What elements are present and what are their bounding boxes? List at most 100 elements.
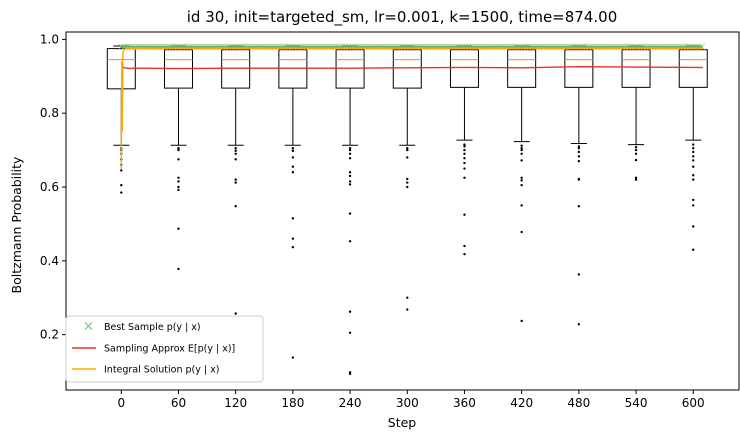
outlier-point xyxy=(177,180,180,183)
outlier-point xyxy=(520,148,523,152)
outlier-point xyxy=(634,176,638,179)
box-iqr xyxy=(335,49,365,89)
chart-title: id 30, init=targeted_sm, lr=0.001, k=150… xyxy=(187,8,617,27)
sampling-approx-line xyxy=(120,63,703,70)
outlier-point xyxy=(234,205,237,208)
box-iqr xyxy=(392,49,422,89)
y-axis-label: Boltzmann Probability xyxy=(9,156,24,293)
outlier-point xyxy=(234,312,237,315)
box-iqr xyxy=(449,49,479,88)
legend-label-sampling-approx: Sampling Approx E[p(y | x)] xyxy=(104,344,235,355)
outlier-point xyxy=(692,174,695,177)
best-sample-marker xyxy=(117,43,125,51)
outlier-point xyxy=(634,158,638,162)
outlier-point xyxy=(177,176,180,179)
outlier-point xyxy=(291,245,295,249)
outlier-point xyxy=(234,158,237,161)
outlier-point xyxy=(692,159,695,162)
outlier-point xyxy=(177,147,180,150)
x-axis-label: Step xyxy=(388,415,417,430)
outlier-point xyxy=(120,191,123,194)
x-tick-label: 240 xyxy=(339,396,362,410)
outlier-point xyxy=(463,167,466,170)
box-iqr xyxy=(678,49,708,88)
outlier-point xyxy=(577,178,581,181)
outlier-point xyxy=(577,273,581,276)
outlier-point xyxy=(348,148,352,152)
outlier-point xyxy=(634,152,638,155)
outlier-point xyxy=(463,213,466,216)
outlier-point xyxy=(520,152,523,155)
box-step-60 xyxy=(163,45,193,271)
box-step-360 xyxy=(449,45,479,256)
box-iqr xyxy=(621,49,651,88)
series-layer xyxy=(117,43,706,170)
outlier-point xyxy=(634,148,638,152)
outlier-point xyxy=(692,198,695,202)
outlier-point xyxy=(634,178,638,181)
outlier-point xyxy=(348,183,352,186)
legend-label-integral-solution: Integral Solution p(y | x) xyxy=(104,365,219,376)
outlier-point xyxy=(177,158,180,161)
box-iqr xyxy=(507,49,537,88)
outlier-point xyxy=(348,152,352,155)
outlier-point xyxy=(291,237,295,240)
outlier-point xyxy=(177,227,180,230)
outlier-point xyxy=(520,144,523,147)
outlier-point xyxy=(406,296,409,299)
marker-stroke xyxy=(120,43,128,51)
legend-item-sampling-approx: Sampling Approx E[p(y | x)] xyxy=(72,344,235,355)
x-tick-label: 180 xyxy=(281,396,304,410)
outlier-point xyxy=(692,155,695,158)
outlier-point xyxy=(463,145,466,148)
box-step-420 xyxy=(507,45,537,323)
outlier-point xyxy=(177,148,180,152)
outlier-point xyxy=(520,159,523,162)
y-tick-label: 0.4 xyxy=(40,254,59,268)
x-tick-label: 600 xyxy=(682,396,705,410)
outlier-point xyxy=(406,156,409,159)
outlier-point xyxy=(463,161,466,165)
outlier-point xyxy=(348,180,352,183)
outlier-point xyxy=(692,165,695,168)
outlier-point xyxy=(177,267,180,271)
x-tick-label: 300 xyxy=(396,396,419,410)
legend-label-best-sample: Best Sample p(y | x) xyxy=(104,322,201,333)
outlier-point xyxy=(291,147,295,150)
outlier-point xyxy=(520,183,523,187)
outlier-point xyxy=(348,174,352,178)
outlier-point xyxy=(406,147,409,150)
outlier-point xyxy=(234,149,237,153)
legend-item-best-sample: Best Sample p(y | x) xyxy=(84,322,201,333)
x-tick-label: 60 xyxy=(171,396,186,410)
outlier-point xyxy=(577,159,581,163)
legend-frame xyxy=(65,315,264,383)
x-tick-label: 0 xyxy=(117,396,125,410)
outlier-point xyxy=(463,176,466,179)
outlier-point xyxy=(577,323,581,326)
outlier-point xyxy=(520,319,523,323)
outlier-point xyxy=(406,181,409,184)
outlier-point xyxy=(348,171,352,174)
outlier-point xyxy=(234,181,237,184)
outlier-point xyxy=(177,185,180,189)
outlier-point xyxy=(692,143,695,146)
x-tick-label: 120 xyxy=(224,396,247,410)
outlier-point xyxy=(120,183,123,187)
box-step-540 xyxy=(621,45,651,181)
outlier-point xyxy=(234,178,237,181)
box-step-240 xyxy=(335,45,365,375)
outlier-point xyxy=(520,230,523,234)
box-step-300 xyxy=(392,45,422,311)
legend: Best Sample p(y | x) Sampling Approx E[p… xyxy=(65,315,264,383)
outlier-point xyxy=(406,185,409,189)
outlier-point xyxy=(234,152,237,155)
outlier-point xyxy=(348,310,352,313)
outlier-point xyxy=(291,356,295,359)
outlier-point xyxy=(577,155,581,158)
x-tick-label: 360 xyxy=(453,396,476,410)
outlier-point xyxy=(177,188,180,192)
outlier-point xyxy=(577,205,581,208)
x-tick-label: 480 xyxy=(567,396,590,410)
